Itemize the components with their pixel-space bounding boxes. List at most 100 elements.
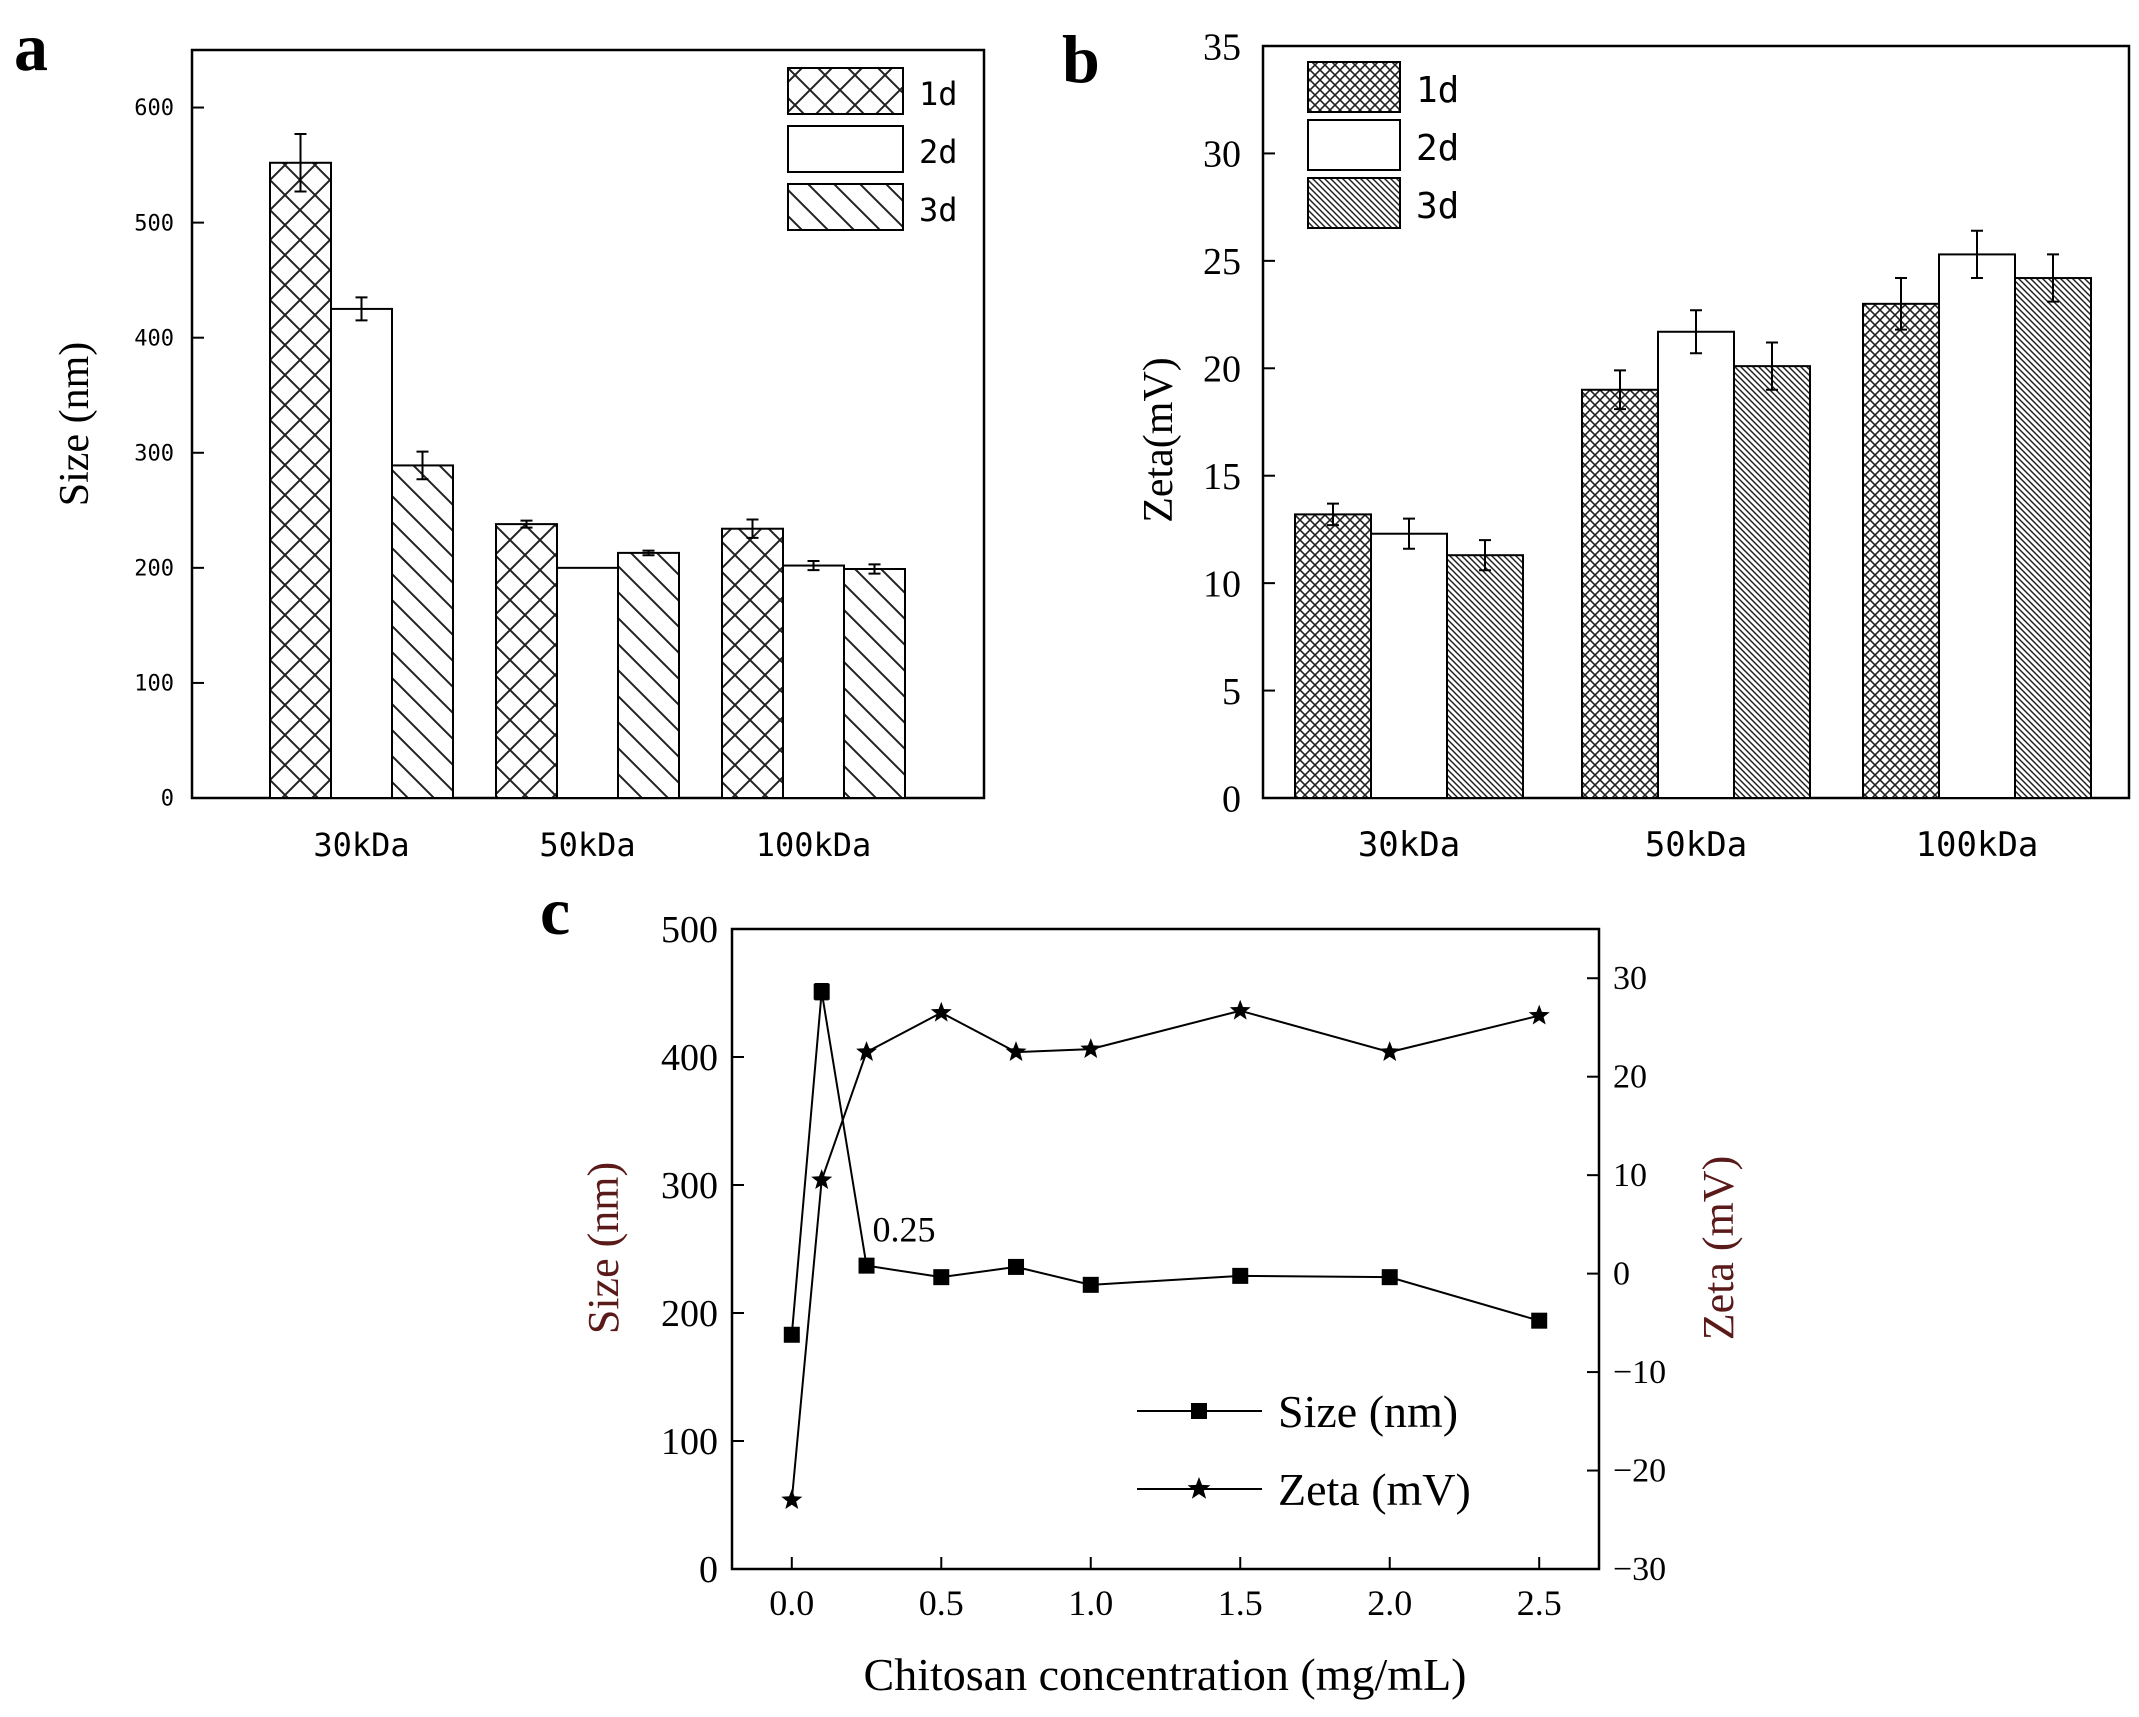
y-tick-label-a: 200 (134, 557, 174, 582)
y-tick-label-a: 300 (134, 441, 174, 466)
panel-label-c: c (540, 873, 570, 949)
zeta-point (856, 1041, 877, 1061)
axes-c: 0 100 200 300 400 500 −30 −20 −10 0 10 20 30 0.0 0.5 1.… (661, 909, 1666, 1623)
legend-swatch-2d (1307, 119, 1401, 171)
error-bar-1d-50kDa (520, 519, 533, 529)
size-point (1381, 1269, 1398, 1286)
y2-tick-label-c: −20 (1613, 1453, 1666, 1490)
y2-axis-label-c: Zeta (mV) (1694, 1156, 1743, 1340)
legend-label-1d: 1d (919, 75, 958, 113)
x-tick-label-c: 0.5 (919, 1583, 964, 1623)
zeta-point (1080, 1038, 1102, 1058)
y-tick-label-b: 35 (1203, 26, 1241, 68)
size-point (933, 1269, 950, 1286)
chart-a: 0 100 200 300 400 500 600 30kDa 50kDa 100kDa 1d 2d… (52, 48, 986, 864)
legend-label-3d: 3d (1416, 186, 1459, 227)
bar-1d-50kDa (495, 523, 558, 800)
y-tick-label-b: 0 (1222, 778, 1241, 820)
x-tick-label-c: 2.5 (1517, 1583, 1562, 1623)
x-tick-label-c: 2.0 (1367, 1583, 1412, 1623)
y-tick-label-b: 25 (1203, 241, 1241, 283)
x-tick-label-c: 1.5 (1218, 1583, 1263, 1623)
error-bar-3d-100kDa (868, 563, 881, 575)
bar-3d-30kDa (1446, 554, 1524, 799)
bar-3d-30kDa (391, 464, 454, 799)
bar-1d-30kDa (269, 161, 332, 799)
legend-swatch-1d (787, 67, 904, 115)
x-tick-label-a: 100kDa (756, 826, 872, 864)
size-point (1531, 1312, 1548, 1329)
y-tick-label-b: 10 (1203, 563, 1241, 605)
bar-2d-100kDa (782, 564, 845, 799)
y-axis-label-a: Size (nm) (52, 342, 98, 506)
y-tick-label-c: 0 (699, 1549, 718, 1591)
legend-label-Zeta (mV): Zeta (mV) (1278, 1464, 1471, 1515)
axes-b: 0 5 10 15 20 25 30 35 30kDa 50kDa 100kDa (1203, 26, 2038, 865)
zeta-point (781, 1489, 803, 1509)
y2-tick-label-c: 20 (1613, 1059, 1647, 1096)
y2-tick-label-c: 0 (1613, 1256, 1630, 1293)
x-tick-label-b: 30kDa (1358, 825, 1460, 865)
error-bar-2d-30kDa (355, 296, 368, 322)
error-bar-3d-100kDa (2047, 253, 2059, 303)
error-bar-size-peak (814, 983, 829, 1001)
bar-1d-100kDa (1862, 302, 1940, 799)
zeta-point (930, 1001, 952, 1022)
size-point (1232, 1267, 1249, 1284)
y-tick-label-b: 15 (1203, 456, 1241, 498)
size-point (1082, 1276, 1099, 1293)
bars-a (269, 133, 906, 800)
annotation-label: 0.25 (873, 1210, 936, 1250)
y-tick-label-b: 30 (1203, 134, 1241, 176)
x-tick-label-a: 30kDa (313, 826, 409, 864)
y-tick-label-a: 400 (134, 326, 174, 351)
zeta-point (1005, 1041, 1027, 1061)
bars-b (1294, 229, 2092, 799)
bar-3d-50kDa (617, 551, 680, 800)
legend-c: Size (nm) Zeta (mV) (1137, 1386, 1471, 1515)
bar-2d-30kDa (1370, 532, 1448, 799)
plot-frame-c (730, 927, 1601, 1571)
bar-2d-50kDa (1657, 330, 1735, 799)
y-tick-label-c: 500 (661, 909, 718, 951)
axes-a: 0 100 200 300 400 500 600 30kDa 50kDa 100kDa (134, 96, 871, 864)
error-bar-1d-100kDa (746, 518, 759, 539)
zeta-point (1528, 1004, 1550, 1025)
panel-label-a: a (14, 9, 48, 85)
size-point (858, 1257, 875, 1274)
size-point (1008, 1258, 1025, 1275)
x-tick-label-b: 100kDa (1916, 825, 2039, 865)
legend-label-Size (nm): Size (nm) (1278, 1386, 1458, 1437)
bar-1d-50kDa (1581, 388, 1659, 799)
legend-a: 1d 2d 3d (787, 67, 958, 231)
y-axis-label-b: Zeta(mV) (1136, 357, 1182, 523)
y-tick-label-a: 0 (161, 787, 174, 812)
legend-swatch-2d (787, 125, 904, 173)
error-bar-1d-100kDa (1895, 277, 1907, 331)
x-tick-label-c: 0.0 (769, 1583, 814, 1623)
y-tick-label-a: 100 (134, 672, 174, 697)
error-bar-2d-50kDa (1690, 309, 1702, 355)
error-bar-3d-30kDa (416, 450, 429, 481)
error-bar-1d-30kDa (294, 133, 307, 193)
x-tick-label-b: 50kDa (1645, 825, 1747, 865)
error-bar-1d-30kDa (1327, 502, 1339, 527)
bar-3d-100kDa (843, 567, 906, 800)
legend-swatch-1d (1307, 61, 1401, 113)
y-tick-label-a: 600 (134, 96, 174, 121)
error-bar-3d-50kDa (1766, 341, 1778, 391)
error-bar-2d-100kDa (807, 559, 820, 572)
legend-marker-zeta (1187, 1477, 1211, 1499)
y2-tick-label-c: −10 (1613, 1354, 1666, 1391)
x-tick-label-c: 1.0 (1068, 1583, 1113, 1623)
bar-3d-50kDa (1733, 365, 1811, 799)
legend-label-3d: 3d (919, 191, 958, 229)
y-axis-label-c: Size (nm) (579, 1162, 628, 1334)
zeta-point (811, 1169, 833, 1189)
x-tick-label-a: 50kDa (539, 826, 635, 864)
y-tick-label-a: 500 (134, 211, 174, 236)
legend-label-1d: 1d (1416, 70, 1459, 111)
chart-b: 0 5 10 15 20 25 30 35 30kDa 50kDa 100kDa 1d 2d 3d Ze… (1136, 26, 2131, 865)
zeta-point (1379, 1041, 1401, 1061)
x-axis-label-c: Chitosan concentration (mg/mL) (864, 1649, 1467, 1700)
